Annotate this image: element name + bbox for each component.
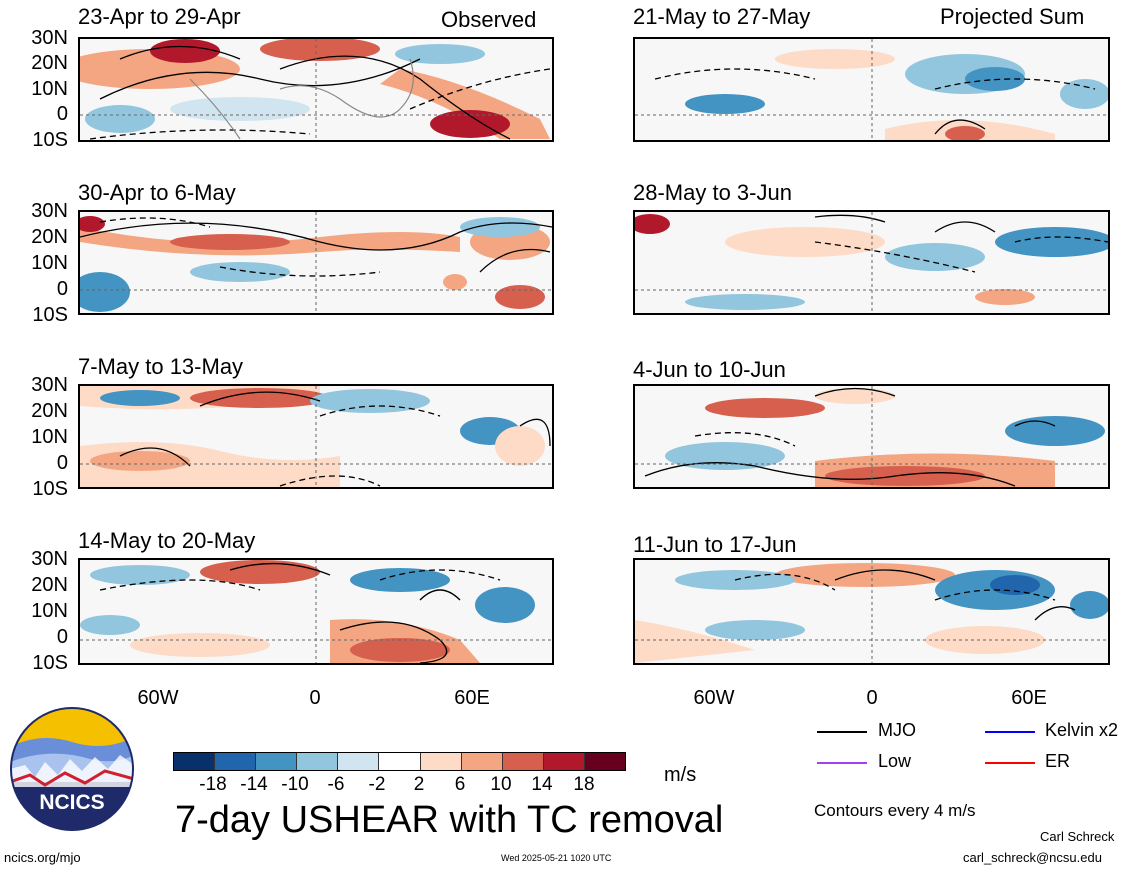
colorbar-tick-label: 14	[531, 774, 553, 795]
lat-label: 30N	[31, 548, 68, 570]
lat-label: 0	[56, 452, 68, 474]
map-panel-right-4	[633, 558, 1110, 665]
map-panel-left-1	[78, 37, 554, 142]
colorbar-tick-label: -2	[368, 774, 386, 795]
lat-label: 20N	[31, 52, 68, 74]
colorbar-tick-label: -18	[199, 774, 227, 795]
legend-swatch-low	[817, 762, 867, 764]
lat-label: 10S	[32, 478, 68, 500]
colorbar-swatch	[584, 753, 626, 770]
map-panel-left-3	[78, 384, 554, 489]
colorbar-swatch	[338, 753, 380, 770]
map-panel-left-4	[78, 558, 554, 665]
lat-label: 10N	[31, 78, 68, 100]
lon-label: 60W	[137, 687, 179, 709]
legend-swatch-mjo	[817, 731, 867, 733]
lat-label: 10S	[32, 304, 68, 326]
right-panel-title-3: 4-Jun to 10-Jun	[633, 357, 786, 382]
colorbar-swatch	[461, 753, 503, 770]
legend-label-mjo: MJO	[878, 720, 916, 740]
colorbar-tick-label: -10	[281, 774, 309, 795]
map-panel-right-2	[633, 210, 1110, 315]
colorbar-swatch	[215, 753, 257, 770]
colorbar-tick-label: -14	[240, 774, 268, 795]
lon-label: 0	[309, 687, 321, 709]
lat-label: 10N	[31, 426, 68, 448]
main-title: 7-day USHEAR with TC removal	[175, 799, 724, 841]
colorbar-tick-label: -6	[327, 774, 345, 795]
colorbar-swatch	[543, 753, 585, 770]
colorbar-swatch	[297, 753, 339, 770]
colorbar	[173, 752, 626, 771]
lat-label: 0	[56, 626, 68, 648]
ncics-logo-text: NCICS	[39, 791, 105, 814]
lat-label: 0	[56, 278, 68, 300]
map-panel-left-2	[78, 210, 554, 315]
colorbar-swatch	[379, 753, 421, 770]
ncics-logo: NCICS	[10, 707, 134, 831]
left-panel-title-3: 7-May to 13-May	[78, 354, 244, 379]
lat-label: 20N	[31, 226, 68, 248]
lat-label: 10S	[32, 652, 68, 674]
left-panel-title-2: 30-Apr to 6-May	[78, 180, 236, 205]
contour-note: Contours every 4 m/s	[814, 801, 976, 820]
lat-label: 10N	[31, 252, 68, 274]
lat-label: 30N	[31, 27, 68, 49]
footer-timestamp: Wed 2025-05-21 1020 UTC	[501, 853, 612, 863]
colorbar-swatch	[256, 753, 298, 770]
lat-label: 20N	[31, 574, 68, 596]
lat-label: 20N	[31, 400, 68, 422]
lon-label: 60W	[693, 687, 735, 709]
map-panel-right-1	[633, 37, 1110, 142]
lon-label: 60E	[454, 687, 490, 709]
lat-label: 30N	[31, 374, 68, 396]
map-panel-right-3	[633, 384, 1110, 489]
colorbar-swatch	[420, 753, 462, 770]
projected-sum-header: Projected Sum	[940, 4, 1085, 29]
colorbar-tick-label: 6	[454, 774, 466, 795]
lon-label: 0	[866, 687, 878, 709]
legend-label-low: Low	[878, 751, 912, 771]
colorbar-tick-label: 10	[490, 774, 512, 795]
colorbar-tick-label: 2	[413, 774, 425, 795]
left-panel-title-4: 14-May to 20-May	[78, 528, 256, 553]
lat-label: 10N	[31, 600, 68, 622]
legend-swatch-kelvin	[985, 731, 1035, 733]
lon-label: 60E	[1011, 687, 1047, 709]
lat-label: 10S	[32, 129, 68, 151]
colorbar-units: m/s	[664, 764, 697, 786]
legend-swatch-er	[985, 762, 1035, 764]
colorbar-swatch	[174, 753, 216, 770]
right-panel-title-2: 28-May to 3-Jun	[633, 180, 792, 205]
colorbar-swatch	[502, 753, 544, 770]
lat-label: 30N	[31, 200, 68, 222]
left-panel-title-1: 23-Apr to 29-Apr	[78, 4, 241, 29]
footer-url: ncics.org/mjo	[4, 850, 81, 865]
legend-label-kelvin: Kelvin x2	[1045, 720, 1119, 740]
right-panel-title-1: 21-May to 27-May	[633, 4, 811, 29]
legend-label-er: ER	[1045, 751, 1071, 771]
footer-author: Carl Schreck	[1040, 829, 1115, 844]
footer-email: carl_schreck@ncsu.edu	[963, 850, 1102, 865]
right-panel-title-4: 11-Jun to 17-Jun	[633, 532, 797, 557]
observed-header: Observed	[441, 7, 537, 32]
colorbar-tick-label: 18	[573, 774, 595, 795]
lat-label: 0	[56, 103, 68, 125]
